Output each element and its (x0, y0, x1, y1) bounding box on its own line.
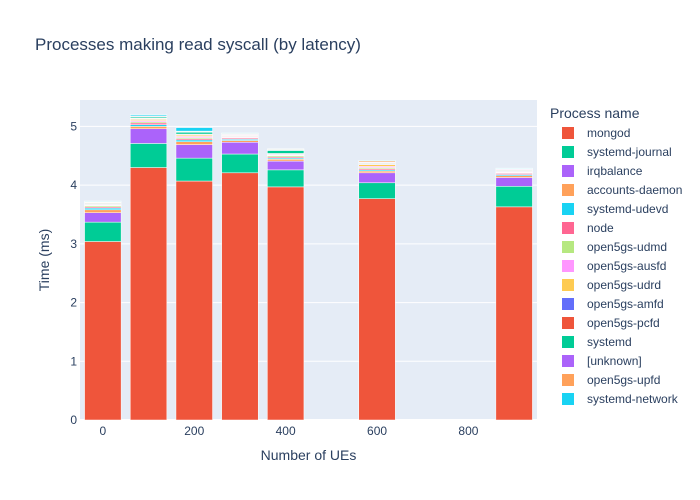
bar-segment (358, 182, 396, 199)
legend-swatch (562, 374, 574, 386)
bar-segment (84, 221, 122, 242)
legend-label: open5gs-udmd (587, 240, 667, 254)
x-axis-title: Number of UEs (261, 447, 357, 463)
bar-segment (267, 169, 305, 188)
bar-segment (495, 167, 533, 169)
y-tick-label: 2 (70, 296, 77, 310)
legend-swatch (562, 355, 574, 367)
legend-label: accounts-daemon (587, 183, 682, 197)
bar-segment (495, 186, 533, 208)
legend-label: systemd-journal (587, 145, 672, 159)
x-tick-label: 600 (367, 424, 387, 438)
legend-swatch (562, 165, 574, 177)
legend-swatch (562, 336, 574, 348)
bars (84, 114, 533, 421)
legend-swatch (562, 393, 574, 405)
bar-segment (495, 175, 533, 178)
bar-segment (358, 170, 396, 174)
legend-swatch (562, 298, 574, 310)
bar-segment (495, 177, 533, 187)
bar-segment (267, 159, 305, 162)
bar-segment (130, 167, 168, 421)
bar-segment (267, 150, 305, 154)
bar-segment (221, 172, 259, 421)
chart-title: Processes making read syscall (by latenc… (35, 35, 361, 54)
bar-segment (130, 143, 168, 168)
bar-segment (358, 172, 396, 184)
legend-label: open5gs-upfd (587, 373, 660, 387)
legend-label: open5gs-ausfd (587, 259, 666, 273)
legend-swatch (562, 241, 574, 253)
bar-segment (358, 198, 396, 421)
legend-label: [unknown] (587, 354, 642, 368)
bar-segment (84, 207, 122, 211)
bar-segment (221, 140, 259, 143)
bar-segment (175, 144, 213, 159)
y-tick-label: 0 (70, 413, 77, 427)
legend-label: open5gs-amfd (587, 297, 664, 311)
bar-segment (358, 160, 396, 162)
bar-segment (130, 124, 168, 127)
bar-segment (221, 132, 259, 134)
legend-label: systemd-network (587, 392, 679, 406)
bar-segment (358, 164, 396, 167)
bar-segment (267, 186, 305, 421)
bar-segment (267, 148, 305, 150)
legend-swatch (562, 184, 574, 196)
bar-segment (84, 200, 122, 202)
legend-label: node (587, 221, 614, 235)
bar-segment (130, 128, 168, 144)
legend: mongod systemd-journal irqbalance accounts-… (562, 126, 682, 406)
bar-segment (130, 122, 168, 125)
legend-swatch (562, 146, 574, 158)
legend-title: Process name (550, 105, 640, 121)
y-tick-labels: 0 1 2 3 4 5 (70, 119, 77, 427)
bar-segment (175, 139, 213, 142)
bar-segment (84, 241, 122, 421)
legend-swatch (562, 222, 574, 234)
legend-swatch (562, 279, 574, 291)
legend-label: irqbalance (587, 164, 643, 178)
bar-segment (221, 153, 259, 174)
bar-segment (130, 114, 168, 117)
bar-segment (175, 141, 213, 145)
y-axis-title: Time (ms) (36, 229, 52, 291)
legend-swatch (562, 260, 574, 272)
bar-segment (84, 212, 122, 223)
x-tick-label: 200 (184, 424, 204, 438)
bar-segment (130, 126, 168, 130)
legend-label: open5gs-udrd (587, 278, 661, 292)
bar-segment (175, 127, 213, 132)
y-tick-label: 4 (70, 178, 77, 192)
y-tick-label: 3 (70, 237, 77, 251)
bar-segment (267, 160, 305, 171)
legend-swatch (562, 317, 574, 329)
x-tick-label: 400 (276, 424, 296, 438)
bar-segment (84, 209, 122, 213)
y-tick-label: 1 (70, 354, 77, 368)
legend-label: mongod (587, 126, 630, 140)
bar-segment (221, 142, 259, 155)
x-tick-labels: 0 200 400 600 800 (100, 424, 479, 438)
bar-segment (175, 180, 213, 421)
legend-label: systemd (587, 335, 632, 349)
y-tick-label: 5 (70, 119, 77, 133)
bar-segment (495, 206, 533, 421)
x-tick-label: 800 (458, 424, 478, 438)
x-tick-label: 0 (100, 424, 107, 438)
legend-swatch (562, 127, 574, 139)
legend-swatch (562, 203, 574, 215)
bar-segment (175, 132, 213, 135)
bar-segment (175, 157, 213, 182)
legend-label: systemd-udevd (587, 202, 668, 216)
legend-label: open5gs-pcfd (587, 316, 660, 330)
